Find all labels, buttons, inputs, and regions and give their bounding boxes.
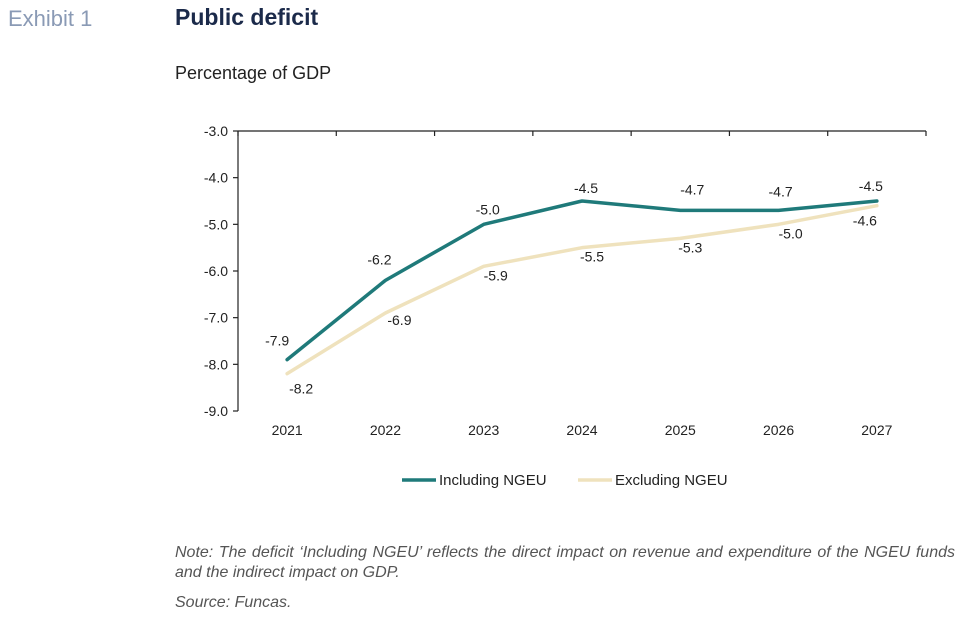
y-tick-label: -7.0 <box>204 310 228 326</box>
data-label: -5.0 <box>476 201 500 217</box>
series-line-excluding-ngeu <box>285 203 879 376</box>
chart-subtitle: Percentage of GDP <box>175 63 332 83</box>
legend-label: Excluding NGEU <box>615 472 728 489</box>
y-tick-label: -6.0 <box>204 263 228 279</box>
data-label: -8.2 <box>289 381 313 397</box>
data-label: -4.6 <box>853 213 877 229</box>
x-tick-label: 2027 <box>861 422 892 438</box>
data-label: -6.2 <box>367 251 391 267</box>
data-label: -4.7 <box>680 181 704 197</box>
y-tick-label: -9.0 <box>204 403 228 419</box>
y-tick-label: -3.0 <box>204 123 228 139</box>
x-tick-label: 2024 <box>566 422 597 438</box>
legend-label: Including NGEU <box>439 472 547 489</box>
x-tick-label: 2022 <box>370 422 401 438</box>
x-tick-label: 2025 <box>665 422 696 438</box>
series-line-including-ngeu <box>285 199 879 362</box>
data-label: -5.5 <box>580 249 604 265</box>
data-label: -5.9 <box>484 267 508 283</box>
x-tick-label: 2023 <box>468 422 499 438</box>
data-label: -4.5 <box>859 178 883 194</box>
y-tick-label: -8.0 <box>204 356 228 372</box>
chart-note: Note: The deficit ‘Including NGEU’ refle… <box>175 544 955 581</box>
data-label: -7.9 <box>265 333 289 349</box>
chart-source: Source: Funcas. <box>175 594 292 611</box>
data-label: -5.0 <box>779 225 803 241</box>
line-chart: -3.0 -4.0 -5.0 -6.0 -7.0 -8.0 -9.0 2021 2022 2023… <box>204 123 927 489</box>
data-label: -6.9 <box>387 312 411 328</box>
y-tick-label: -4.0 <box>204 170 228 186</box>
x-tick-label: 2026 <box>763 422 794 438</box>
chart-title: Public deficit <box>175 4 319 30</box>
exhibit-label: Exhibit 1 <box>8 6 93 31</box>
y-tick-label: -5.0 <box>204 216 228 232</box>
data-label: -5.3 <box>678 239 702 255</box>
x-tick-label: 2021 <box>272 422 303 438</box>
data-label: -4.5 <box>574 180 598 196</box>
data-label: -4.7 <box>769 183 793 199</box>
